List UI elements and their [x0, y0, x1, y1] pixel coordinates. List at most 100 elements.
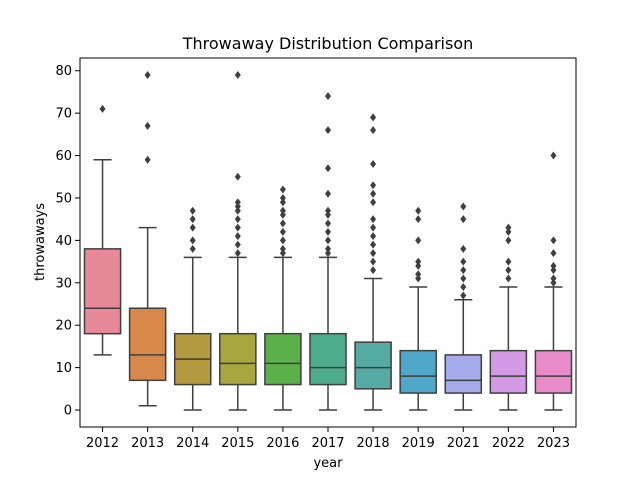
x-tick-label: 2017	[311, 436, 344, 451]
outlier-point	[505, 236, 512, 245]
box-body	[264, 332, 302, 386]
outlier-point	[370, 160, 377, 169]
outlier-point	[189, 223, 196, 232]
outlier-point	[279, 244, 286, 253]
outlier-point	[234, 70, 241, 79]
outlier-point	[325, 164, 331, 173]
y-tick-label: 40	[55, 234, 72, 249]
outlier-point	[550, 151, 557, 160]
outlier-point	[325, 249, 331, 258]
outlier-point	[370, 232, 377, 241]
y-axis: 0 10 20 30 40 50 60 70 80	[55, 64, 80, 419]
outlier-point	[144, 121, 151, 130]
box-2014	[173, 206, 212, 411]
outlier-point	[189, 206, 196, 215]
outlier-point	[325, 126, 331, 135]
outlier-point	[234, 202, 241, 211]
outlier-point	[550, 266, 557, 275]
y-tick-label: 0	[64, 404, 72, 419]
box-2018	[354, 113, 392, 411]
plot-area	[83, 70, 573, 411]
outlier-point	[279, 193, 286, 202]
outlier-point	[505, 223, 512, 232]
outlier-point	[325, 189, 331, 198]
outlier-point	[325, 236, 331, 245]
outlier-point	[460, 291, 467, 300]
outlier-point	[460, 283, 467, 292]
outlier-point	[460, 215, 467, 224]
outlier-point	[279, 185, 286, 194]
outlier-point	[234, 240, 241, 249]
outlier-point	[325, 227, 331, 236]
outlier-point	[279, 210, 286, 219]
y-axis-title: throwaways	[33, 203, 48, 281]
box-body	[83, 248, 122, 335]
outlier-point	[325, 210, 331, 219]
outlier-point	[325, 244, 331, 253]
x-tick-label: 2012	[86, 436, 119, 451]
outlier-point	[415, 206, 422, 215]
outlier-point	[279, 249, 286, 258]
outlier-point	[189, 236, 196, 245]
box-2013	[128, 70, 167, 407]
outlier-point	[279, 227, 286, 236]
outlier-point	[505, 257, 512, 266]
outlier-point	[234, 232, 241, 241]
box-body	[399, 349, 437, 394]
x-tick-label: 2021	[447, 436, 480, 451]
outlier-point	[550, 249, 557, 258]
outlier-point	[279, 219, 286, 228]
chart-title: Throwaway Distribution Comparison	[182, 34, 474, 53]
outlier-point	[279, 236, 286, 245]
outlier-point	[370, 257, 377, 266]
box-2019	[399, 206, 437, 411]
outlier-point	[325, 206, 331, 215]
outlier-point	[550, 236, 557, 245]
outlier-point	[460, 257, 467, 266]
outlier-point	[234, 172, 241, 181]
box-2023	[534, 151, 573, 411]
outlier-point	[189, 215, 196, 224]
box-body	[534, 349, 573, 394]
x-tick-label: 2023	[537, 436, 570, 451]
outlier-point	[550, 278, 557, 287]
box-body	[444, 354, 483, 394]
outlier-point	[505, 227, 512, 236]
box-2015	[219, 70, 257, 411]
y-tick-label: 30	[55, 276, 72, 291]
outlier-point	[415, 215, 422, 224]
outlier-point	[144, 155, 151, 164]
outlier-point	[415, 261, 422, 270]
outlier-point	[550, 274, 557, 283]
outlier-point	[370, 189, 377, 198]
outlier-point	[234, 215, 241, 224]
x-tick-label: 2022	[492, 436, 525, 451]
box-body	[489, 349, 528, 394]
x-axis-title: year	[313, 456, 343, 471]
outlier-point	[99, 104, 106, 113]
outlier-point	[370, 113, 377, 122]
outlier-point	[460, 266, 467, 275]
y-tick-label: 50	[55, 191, 72, 206]
x-tick-label: 2018	[357, 436, 390, 451]
outlier-point	[370, 181, 377, 190]
outlier-point	[370, 266, 377, 275]
outlier-point	[460, 202, 467, 211]
outlier-point	[370, 249, 377, 258]
y-tick-label: 20	[55, 319, 72, 334]
outlier-point	[505, 266, 512, 275]
outlier-point	[189, 244, 196, 253]
outlier-point	[370, 215, 377, 224]
outlier-point	[370, 126, 377, 135]
x-tick-label: 2014	[176, 436, 209, 451]
outlier-point	[279, 206, 286, 215]
outlier-point	[325, 92, 331, 101]
box-body	[128, 307, 167, 382]
box-2016	[264, 185, 302, 411]
outlier-point	[505, 274, 512, 283]
y-tick-label: 80	[55, 64, 72, 79]
outlier-point	[460, 274, 467, 283]
outlier-point	[325, 219, 331, 228]
outlier-point	[415, 257, 422, 266]
